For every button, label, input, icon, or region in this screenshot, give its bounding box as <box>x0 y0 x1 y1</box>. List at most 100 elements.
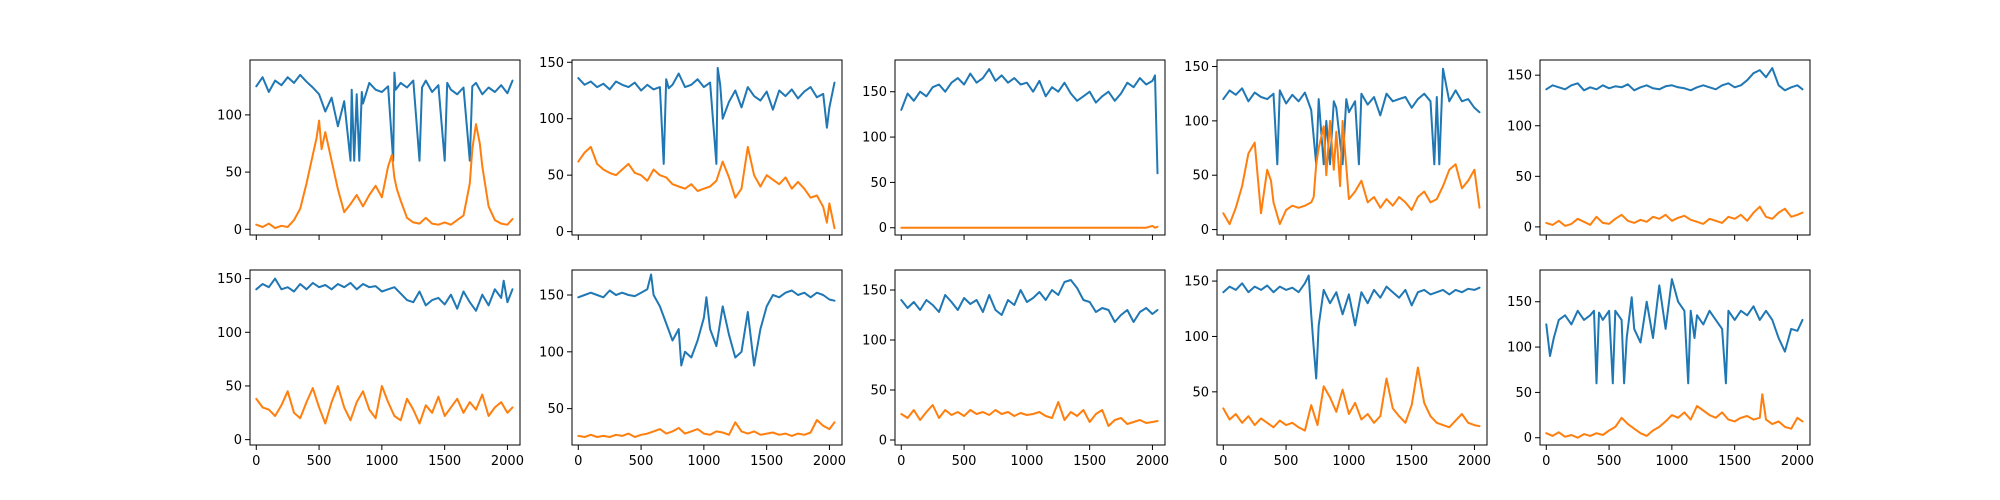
y-tick-label: 50 <box>1515 170 1532 185</box>
y-tick-label: 100 <box>1184 330 1209 345</box>
y-tick-label: 100 <box>862 131 887 146</box>
y-tick-label: 150 <box>1184 275 1209 290</box>
subplot-10: 0 500 1000 1500 2000 0 50 100 150 <box>1507 269 1814 469</box>
y-tick-label: 50 <box>870 384 887 399</box>
x-tick-label: 1500 <box>428 454 461 469</box>
subplot-6: 0 500 1000 1500 2000 0 50 100 150 <box>217 269 524 469</box>
y-tick-label: 0 <box>879 221 887 236</box>
series-line-series_1 <box>255 71 514 162</box>
series-line-series_2 <box>577 145 836 230</box>
series-line-series_1 <box>1222 274 1481 380</box>
x-tick-label: 2000 <box>1781 454 1814 469</box>
series-line-series_2 <box>255 385 514 425</box>
y-tick-label: 150 <box>1184 60 1209 75</box>
y-tick-label: 150 <box>539 289 564 304</box>
plot-area <box>1545 67 1804 227</box>
x-tick-label: 1000 <box>365 454 398 469</box>
y-tick-label: 150 <box>1507 69 1532 84</box>
axes-frame <box>571 269 843 446</box>
x-tick-label: 2000 <box>1458 454 1491 469</box>
axes-frame <box>571 59 843 236</box>
series-line-series_2 <box>577 419 836 438</box>
y-tick-label: 100 <box>1507 119 1532 134</box>
x-tick-label: 2000 <box>1136 454 1169 469</box>
x-tick-label: 0 <box>252 454 260 469</box>
plot-area <box>255 71 514 230</box>
series-line-series_2 <box>900 401 1159 427</box>
x-tick-label: 1000 <box>1332 454 1365 469</box>
y-tick-label: 50 <box>547 402 564 417</box>
axes-frame <box>1539 269 1811 446</box>
y-tick-label: 50 <box>1192 385 1209 400</box>
y-tick-label: 0 <box>556 225 564 240</box>
subplot-9: 0 500 1000 1500 2000 50 100 150 <box>1184 269 1491 469</box>
x-tick-label: 1000 <box>687 454 720 469</box>
axes-frame <box>249 59 521 236</box>
x-tick-label: 1500 <box>1395 454 1428 469</box>
series-line-series_1 <box>1222 67 1481 166</box>
subplot-7: 0 500 1000 1500 2000 50 100 150 <box>539 269 846 469</box>
series-line-series_1 <box>900 279 1159 323</box>
y-tick-label: 50 <box>1192 169 1209 184</box>
y-tick-label: 100 <box>539 112 564 127</box>
y-tick-label: 100 <box>862 334 887 349</box>
plot-area <box>1545 278 1804 439</box>
subplot-8: 0 500 1000 1500 2000 0 50 100 150 <box>862 269 1169 469</box>
subplot-5: 0 50 100 150 <box>1507 59 1811 240</box>
axes-frame <box>249 269 521 446</box>
series-line-series_1 <box>255 277 514 312</box>
series-line-series_2 <box>255 119 514 230</box>
y-tick-label: 0 <box>1201 223 1209 238</box>
y-tick-label: 0 <box>1524 220 1532 235</box>
y-tick-label: 50 <box>225 379 242 394</box>
y-tick-label: 50 <box>225 166 242 181</box>
x-tick-label: 0 <box>574 454 582 469</box>
series-line-series_2 <box>1222 119 1481 226</box>
y-tick-label: 150 <box>862 284 887 299</box>
series-line-series_1 <box>577 66 836 165</box>
axes-frame <box>1539 59 1811 236</box>
x-tick-label: 500 <box>307 454 332 469</box>
series-line-series_2 <box>900 224 1159 229</box>
plot-area <box>1222 274 1481 432</box>
y-tick-label: 0 <box>879 434 887 449</box>
y-tick-label: 150 <box>539 56 564 71</box>
x-tick-label: 2000 <box>491 454 524 469</box>
series-line-series_1 <box>577 273 836 367</box>
x-tick-label: 0 <box>897 454 905 469</box>
y-tick-label: 50 <box>870 176 887 191</box>
axes-frame <box>1216 269 1488 446</box>
subplot-4: 0 50 100 150 <box>1184 59 1488 240</box>
x-tick-label: 1500 <box>1718 454 1751 469</box>
y-tick-label: 100 <box>217 326 242 341</box>
x-tick-label: 1000 <box>1010 454 1043 469</box>
series-line-series_2 <box>1222 366 1481 432</box>
subplot-3: 0 50 100 150 <box>862 59 1166 240</box>
series-line-series_1 <box>1545 67 1804 92</box>
axes-frame <box>894 269 1166 446</box>
x-tick-label: 500 <box>1597 454 1622 469</box>
series-line-series_1 <box>900 68 1159 175</box>
y-tick-label: 0 <box>234 223 242 238</box>
x-tick-label: 1500 <box>1073 454 1106 469</box>
x-tick-label: 2000 <box>813 454 846 469</box>
plot-area <box>255 277 514 425</box>
subplot-2: 0 50 100 150 <box>539 56 843 240</box>
plot-area <box>900 279 1159 427</box>
y-tick-label: 100 <box>1507 341 1532 356</box>
y-tick-label: 0 <box>234 433 242 448</box>
series-line-series_1 <box>1545 278 1804 385</box>
series-line-series_2 <box>1545 205 1804 227</box>
y-tick-label: 150 <box>217 272 242 287</box>
plot-area <box>577 66 836 230</box>
x-tick-label: 500 <box>1274 454 1299 469</box>
subplot-1: 0 50 100 <box>217 59 521 240</box>
x-tick-label: 0 <box>1542 454 1550 469</box>
plot-area <box>900 68 1159 229</box>
x-tick-label: 1500 <box>750 454 783 469</box>
y-tick-label: 50 <box>547 169 564 184</box>
axes-frame <box>1216 59 1488 236</box>
series-line-series_2 <box>1545 393 1804 439</box>
y-tick-label: 150 <box>862 85 887 100</box>
